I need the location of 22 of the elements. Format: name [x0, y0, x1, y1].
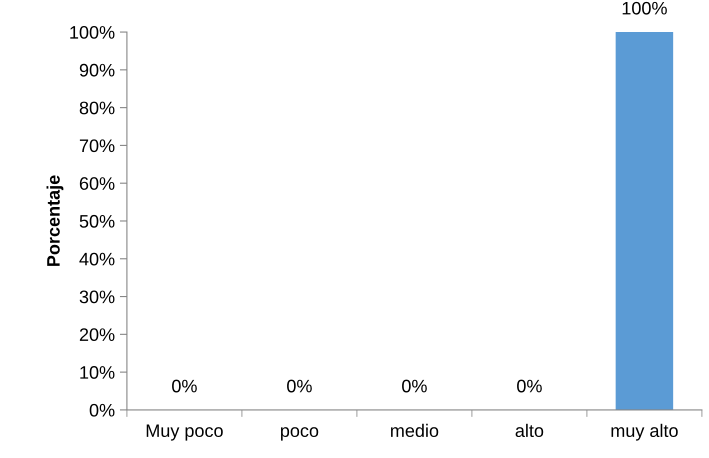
- y-tick-label: 80%: [80, 102, 114, 114]
- y-tick-label: 40%: [79, 252, 114, 266]
- x-tick-label: poco: [281, 427, 318, 441]
- y-tick-label: 50%: [80, 214, 114, 228]
- data-label: 0%: [402, 380, 427, 392]
- y-tick-label: 70%: [80, 139, 114, 152]
- y-tick-label: 20%: [80, 328, 114, 342]
- y-tick-label: 0%: [90, 404, 114, 417]
- x-tick-label: medio: [391, 424, 438, 438]
- y-tick-label: 100%: [70, 26, 114, 39]
- x-tick-label: alto: [516, 424, 544, 438]
- data-label: 0%: [172, 380, 197, 392]
- data-label: 0%: [517, 380, 542, 392]
- y-tick-label: 60%: [80, 177, 114, 190]
- data-label: 0%: [287, 380, 312, 392]
- x-tick-label: Muy poco: [146, 424, 223, 441]
- x-tick-label: muy alto: [611, 424, 678, 441]
- y-tick-label: 30%: [80, 290, 114, 304]
- y-axis-title: Porcentaje: [46, 175, 64, 266]
- data-label: 100%: [622, 2, 667, 15]
- y-tick-label: 10%: [80, 366, 114, 379]
- y-tick-label: 90%: [80, 64, 114, 77]
